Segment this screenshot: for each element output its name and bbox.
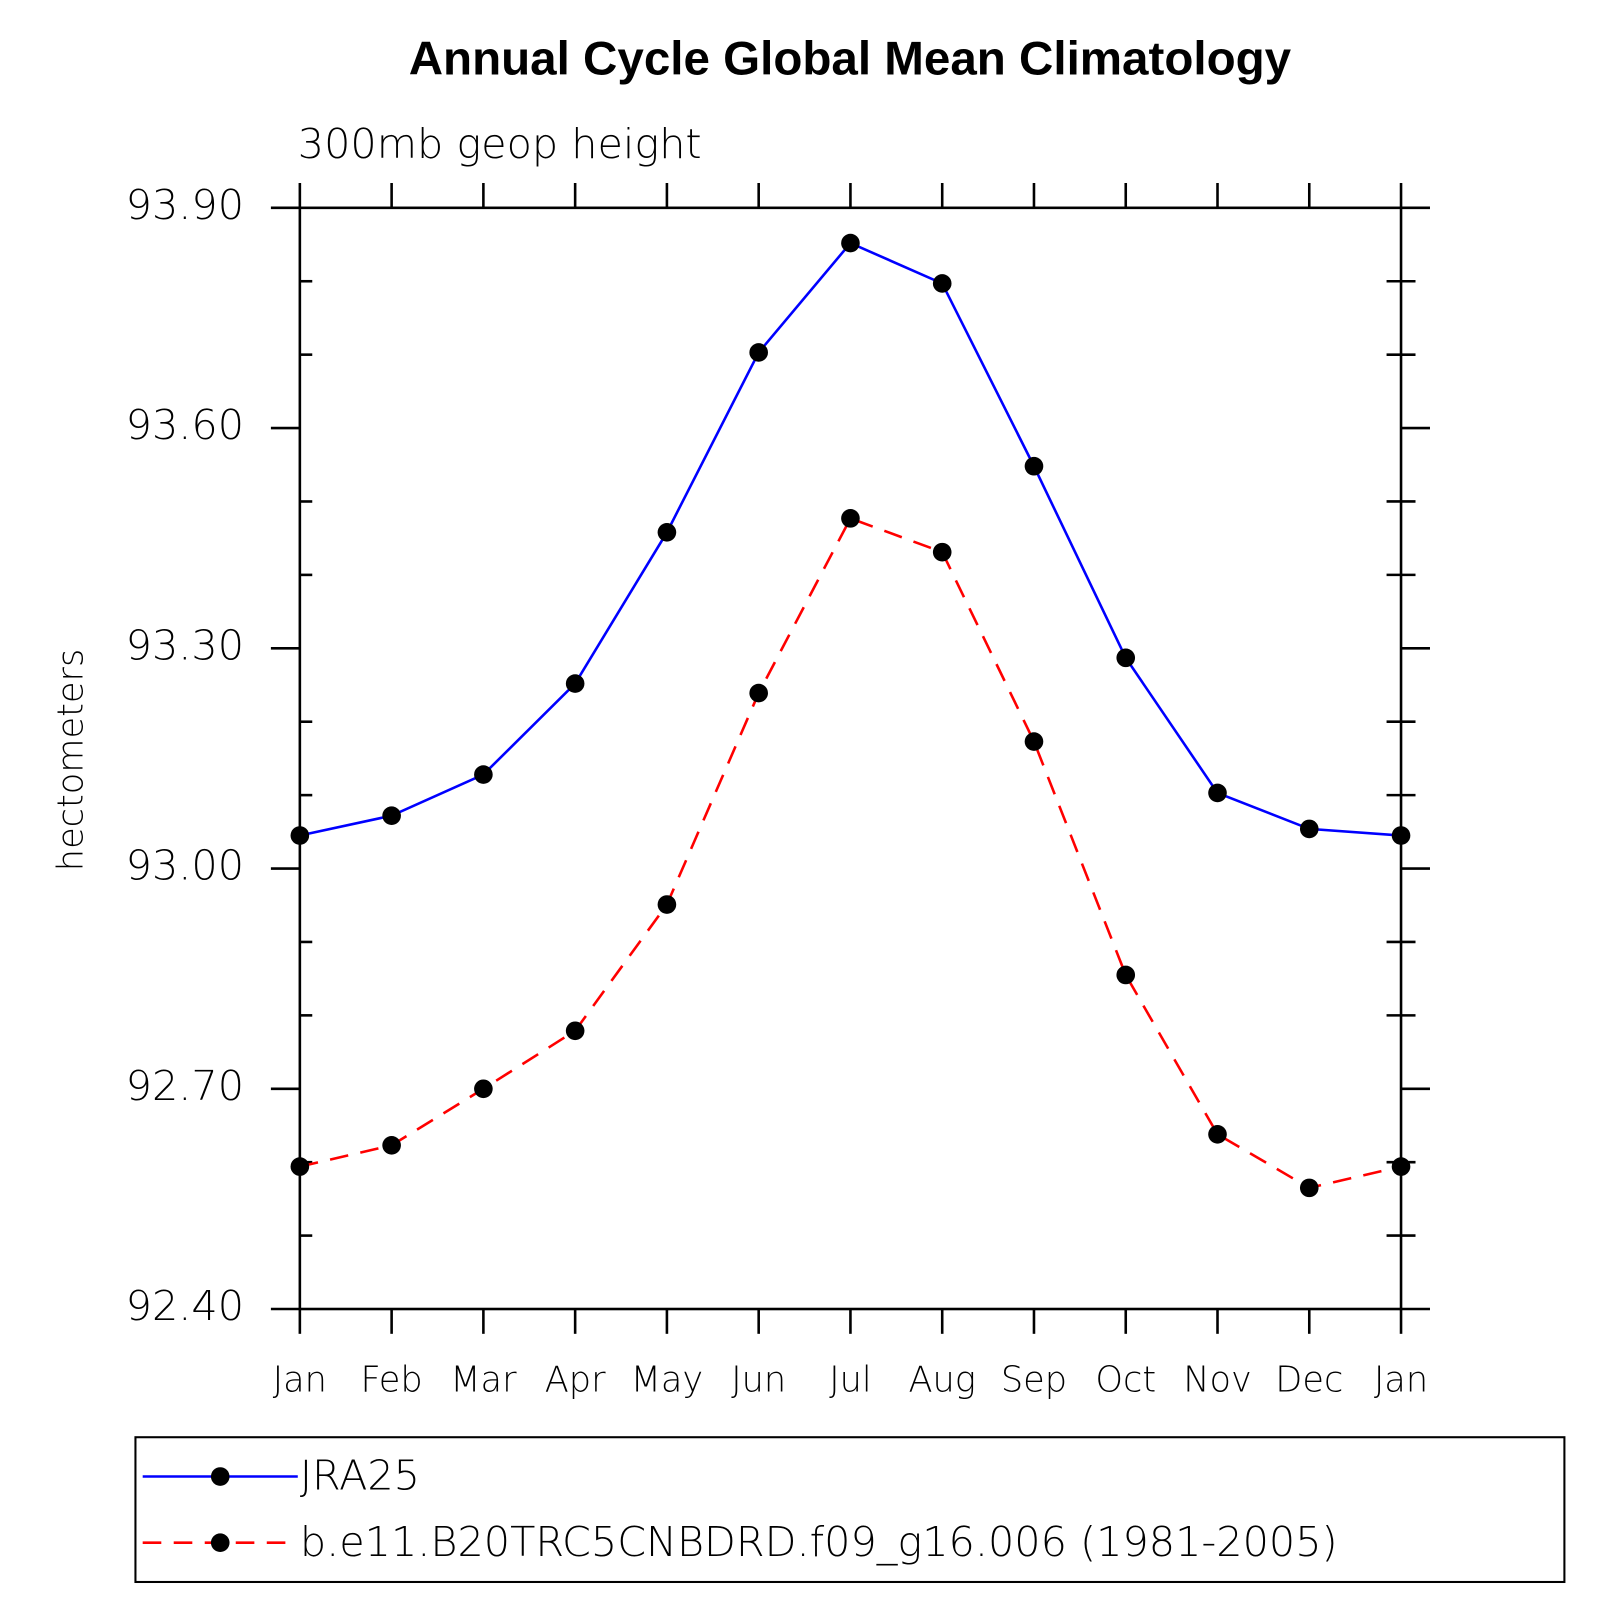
data-point <box>382 1135 401 1155</box>
data-point <box>1208 783 1227 803</box>
data-point <box>382 806 401 825</box>
x-tick-label: Mar <box>450 1359 517 1400</box>
data-point <box>1116 965 1136 985</box>
legend-marker <box>210 1533 230 1552</box>
x-tick-label: Feb <box>361 1359 423 1400</box>
series-line <box>299 516 1402 1190</box>
data-point <box>565 1021 585 1041</box>
y-tick-label: 92.40 <box>126 1282 244 1330</box>
data-point <box>1024 456 1044 476</box>
y-tick-label: 93.00 <box>126 842 244 890</box>
x-tick-label: Jan <box>273 1359 327 1400</box>
y-tick-label: 93.30 <box>126 621 244 669</box>
x-tick-label: Oct <box>1095 1359 1156 1400</box>
data-point <box>474 1079 493 1099</box>
x-tick-label: Jul <box>829 1359 871 1400</box>
y-tick-label: 93.60 <box>126 401 244 449</box>
data-point <box>290 826 310 845</box>
legend-box <box>134 1436 1566 1584</box>
legend-label: b.e11.B20TRC5CNBDRD.f09_g16.006 (1981-20… <box>300 1518 1338 1566</box>
legend-label: JRA25 <box>300 1452 420 1500</box>
y-tick-label: 92.70 <box>126 1062 244 1110</box>
x-tick-label: Nov <box>1183 1359 1252 1400</box>
x-tick-label: Dec <box>1275 1359 1343 1400</box>
data-point <box>1299 1178 1319 1198</box>
data-point <box>474 765 493 784</box>
subtitle: 300mb geop height <box>298 120 702 168</box>
data-point <box>290 1157 310 1176</box>
x-tick-label: Apr <box>545 1359 606 1400</box>
data-point <box>1391 1157 1411 1176</box>
legend-marker <box>210 1467 230 1486</box>
x-tick-label: May <box>631 1359 704 1400</box>
data-point <box>841 509 860 528</box>
data-point <box>657 523 677 542</box>
data-point <box>932 542 952 562</box>
data-point <box>841 233 860 253</box>
y-tick-label: 93.90 <box>126 181 244 229</box>
data-point <box>1208 1124 1227 1144</box>
x-tick-label: Jun <box>731 1359 786 1400</box>
y-axis-label: hectometers <box>50 649 91 872</box>
data-point <box>657 895 677 914</box>
data-point <box>1024 732 1044 751</box>
x-tick-label: Jan <box>1374 1359 1428 1400</box>
x-tick-label: Aug <box>909 1359 976 1400</box>
chart-title: Annual Cycle Global Mean Climatology <box>409 33 1292 86</box>
x-tick-label: Sep <box>1001 1359 1067 1400</box>
series-line <box>299 241 1402 837</box>
data-point <box>1391 826 1411 845</box>
data-point <box>1299 819 1319 839</box>
data-point <box>932 274 952 293</box>
data-point <box>749 343 768 362</box>
data-point <box>1116 648 1136 668</box>
data-point <box>565 674 585 693</box>
data-point <box>749 683 768 703</box>
